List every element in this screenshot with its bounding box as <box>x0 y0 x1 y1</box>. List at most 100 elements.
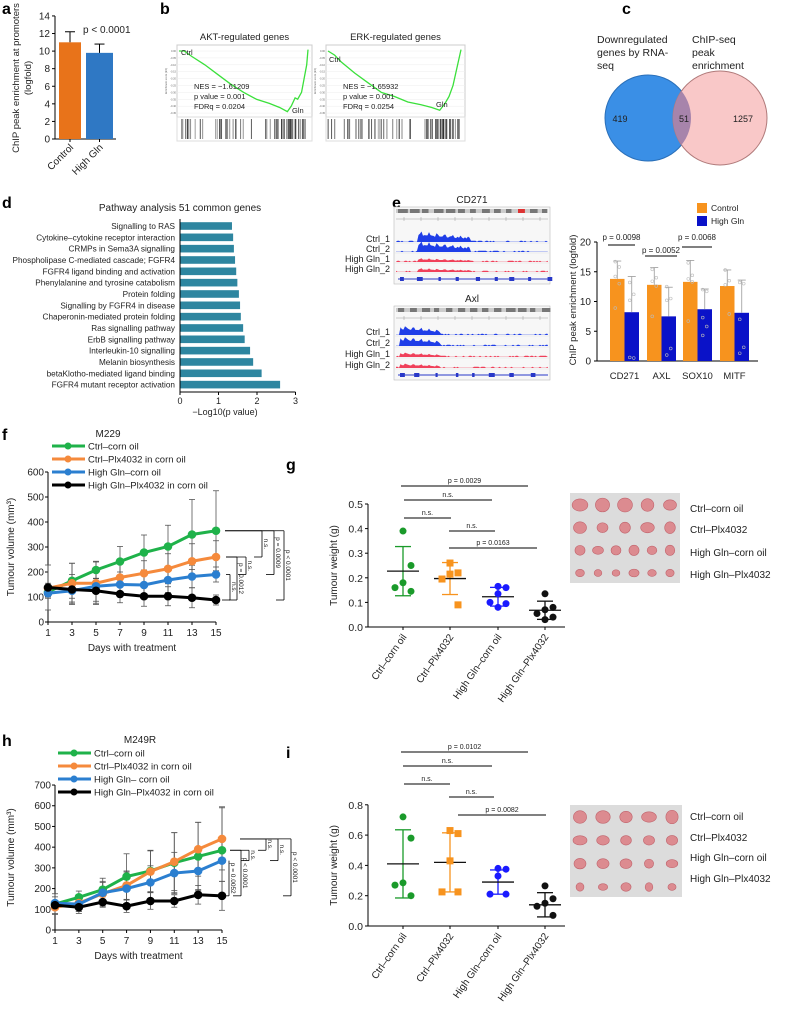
axl-track-ideogram-band <box>458 308 466 312</box>
gsea-y-tick-label: -0.30 <box>319 90 325 94</box>
e-data-point <box>617 265 621 269</box>
i-data-point <box>502 865 510 873</box>
e-legend-label: Control <box>711 203 739 213</box>
e-data-point <box>727 278 731 283</box>
g-p-value: p = 0.0029 <box>448 478 481 485</box>
i-data-point <box>454 830 462 838</box>
g-category-label: Ctrl–corn oil <box>370 632 410 682</box>
panel-label-g: g <box>286 457 296 474</box>
axl-track-exon <box>400 373 405 377</box>
a-bar-1 <box>86 52 113 139</box>
h-data-point <box>217 845 227 855</box>
panel-label-a: a <box>2 1 11 18</box>
cd271-track-ideogram-band <box>410 209 420 213</box>
g-tumour <box>619 521 631 534</box>
e-y-tick-label: 5 <box>585 327 591 338</box>
i-tumour <box>596 858 610 869</box>
h-x-tick-label: 3 <box>76 936 82 947</box>
g-tumour <box>571 498 589 512</box>
h-legend-marker <box>70 762 78 770</box>
cd271-track-ideogram-band <box>470 209 476 213</box>
cd271-track-exon <box>438 277 441 281</box>
d-category-label: Interleukin-10 signalling <box>89 347 175 356</box>
g-y-tick-label: 0.5 <box>348 499 363 511</box>
gsea-y-tick-label: -0.15 <box>319 70 325 74</box>
h-x-tick-label: 1 <box>52 936 58 947</box>
f-x-tick-label: 3 <box>69 628 75 639</box>
d-bar-3 <box>180 256 236 264</box>
a-y-tick-label: 8 <box>44 64 50 75</box>
axl-track-coverage-gln <box>396 363 548 368</box>
f-legend-label: Ctrl–Plx4032 in corn oil <box>88 455 186 466</box>
cd271-track-ideogram-band <box>458 209 465 213</box>
f-data-point <box>139 548 149 557</box>
panel-label-b: b <box>160 1 170 18</box>
f-significance-label: n.s. <box>246 561 253 572</box>
f-y-tick-label: 500 <box>27 493 44 504</box>
gsea-plot-frame <box>325 44 466 118</box>
gsea-y-tick-label: -0.40 <box>170 104 176 108</box>
e-bar-high-gln <box>624 312 639 361</box>
f-y-tick-label: 300 <box>27 543 44 554</box>
f-y-tick-label: 0 <box>38 618 44 629</box>
gsea-pvalue: p value = 0.001 <box>343 92 395 101</box>
f-legend-marker <box>64 442 72 450</box>
gsea-y-tick-label: 0.00 <box>171 49 177 53</box>
f-series-line-0 <box>47 529 217 594</box>
g-data-point <box>391 584 399 592</box>
i-tumour <box>667 883 677 891</box>
g-y-tick-label: 0.3 <box>348 548 363 560</box>
e-legend-swatch <box>697 216 707 226</box>
h-data-point <box>146 878 155 887</box>
f-x-tick-label: 9 <box>141 628 147 639</box>
h-x-tick-label: 15 <box>216 936 228 947</box>
d-bar-10 <box>180 335 245 344</box>
h-data-point <box>122 901 131 911</box>
i-tumour <box>573 858 587 870</box>
g-tumour <box>640 522 655 534</box>
g-tumour <box>646 545 658 555</box>
e-data-point <box>617 281 621 286</box>
gsea-y-tick-label: -0.15 <box>170 70 176 74</box>
g-tumour <box>573 521 587 534</box>
a-p-value: p < 0.0001 <box>83 25 131 36</box>
e-data-point <box>738 351 742 355</box>
d-bar-5 <box>180 278 238 287</box>
g-photo-label: Ctrl–corn oil <box>690 504 743 515</box>
a-category-label: High Gln <box>70 142 105 177</box>
h-legend-label: Ctrl–Plx4032 in corn oil <box>94 762 192 773</box>
h-data-point <box>98 897 108 907</box>
cd271-track-coverage-ctrl <box>396 231 548 242</box>
i-data-point <box>533 902 541 910</box>
f-data-point <box>211 552 221 562</box>
e-y-tick-label: 20 <box>580 238 592 249</box>
f-legend-label: High Gln–Plx4032 in corn oil <box>88 481 208 492</box>
axl-track-ideogram-band <box>446 308 453 312</box>
cd271-track-row-label: High Gln_2 <box>345 264 390 274</box>
e-data-point <box>742 281 746 286</box>
f-significance-label: n.s. <box>230 582 237 593</box>
h-data-point <box>217 834 227 844</box>
g-tumour <box>663 499 677 511</box>
cd271-track-exon <box>475 277 481 281</box>
f-legend-marker <box>64 481 72 489</box>
cd271-track-ideogram-band <box>530 209 538 213</box>
h-x-tick-label: 13 <box>193 936 205 947</box>
e-data-point <box>738 317 742 322</box>
i-y-tick-label: 0.2 <box>348 891 363 903</box>
cd271-track-coverage-ctrl <box>396 241 548 252</box>
g-data-point <box>502 584 510 592</box>
h-significance-label: n.s. <box>278 845 285 856</box>
g-p-value: n.s. <box>422 510 433 517</box>
h-data-point <box>146 896 155 906</box>
cd271-track-exon <box>455 277 459 281</box>
h-legend-label: High Gln–Plx4032 in corn oil <box>94 788 214 799</box>
e-p-value: p = 0.0052 <box>642 246 681 255</box>
i-tumour <box>575 882 585 892</box>
i-tumour <box>665 809 679 825</box>
g-tumour <box>617 497 633 513</box>
f-data-point <box>163 542 173 551</box>
g-p-value: n.s. <box>466 523 477 530</box>
f-significance-label: p = 0.0009 <box>274 537 281 568</box>
e-data-point <box>723 283 727 287</box>
